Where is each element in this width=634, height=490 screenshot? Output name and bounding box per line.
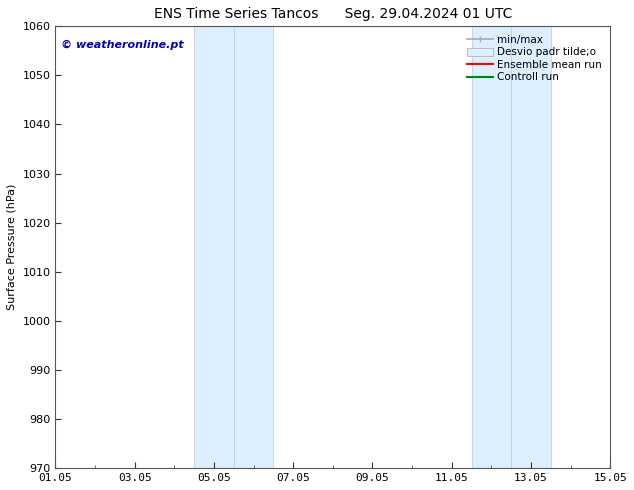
Bar xyxy=(511,26,551,468)
Bar xyxy=(234,26,273,468)
Y-axis label: Surface Pressure (hPa): Surface Pressure (hPa) xyxy=(7,184,17,311)
Title: ENS Time Series Tancos      Seg. 29.04.2024 01 UTC: ENS Time Series Tancos Seg. 29.04.2024 0… xyxy=(153,7,512,21)
Text: © weatheronline.pt: © weatheronline.pt xyxy=(61,40,184,49)
Bar xyxy=(194,26,234,468)
Bar xyxy=(472,26,511,468)
Legend: min/max, Desvio padr tilde;o, Ensemble mean run, Controll run: min/max, Desvio padr tilde;o, Ensemble m… xyxy=(463,31,605,86)
